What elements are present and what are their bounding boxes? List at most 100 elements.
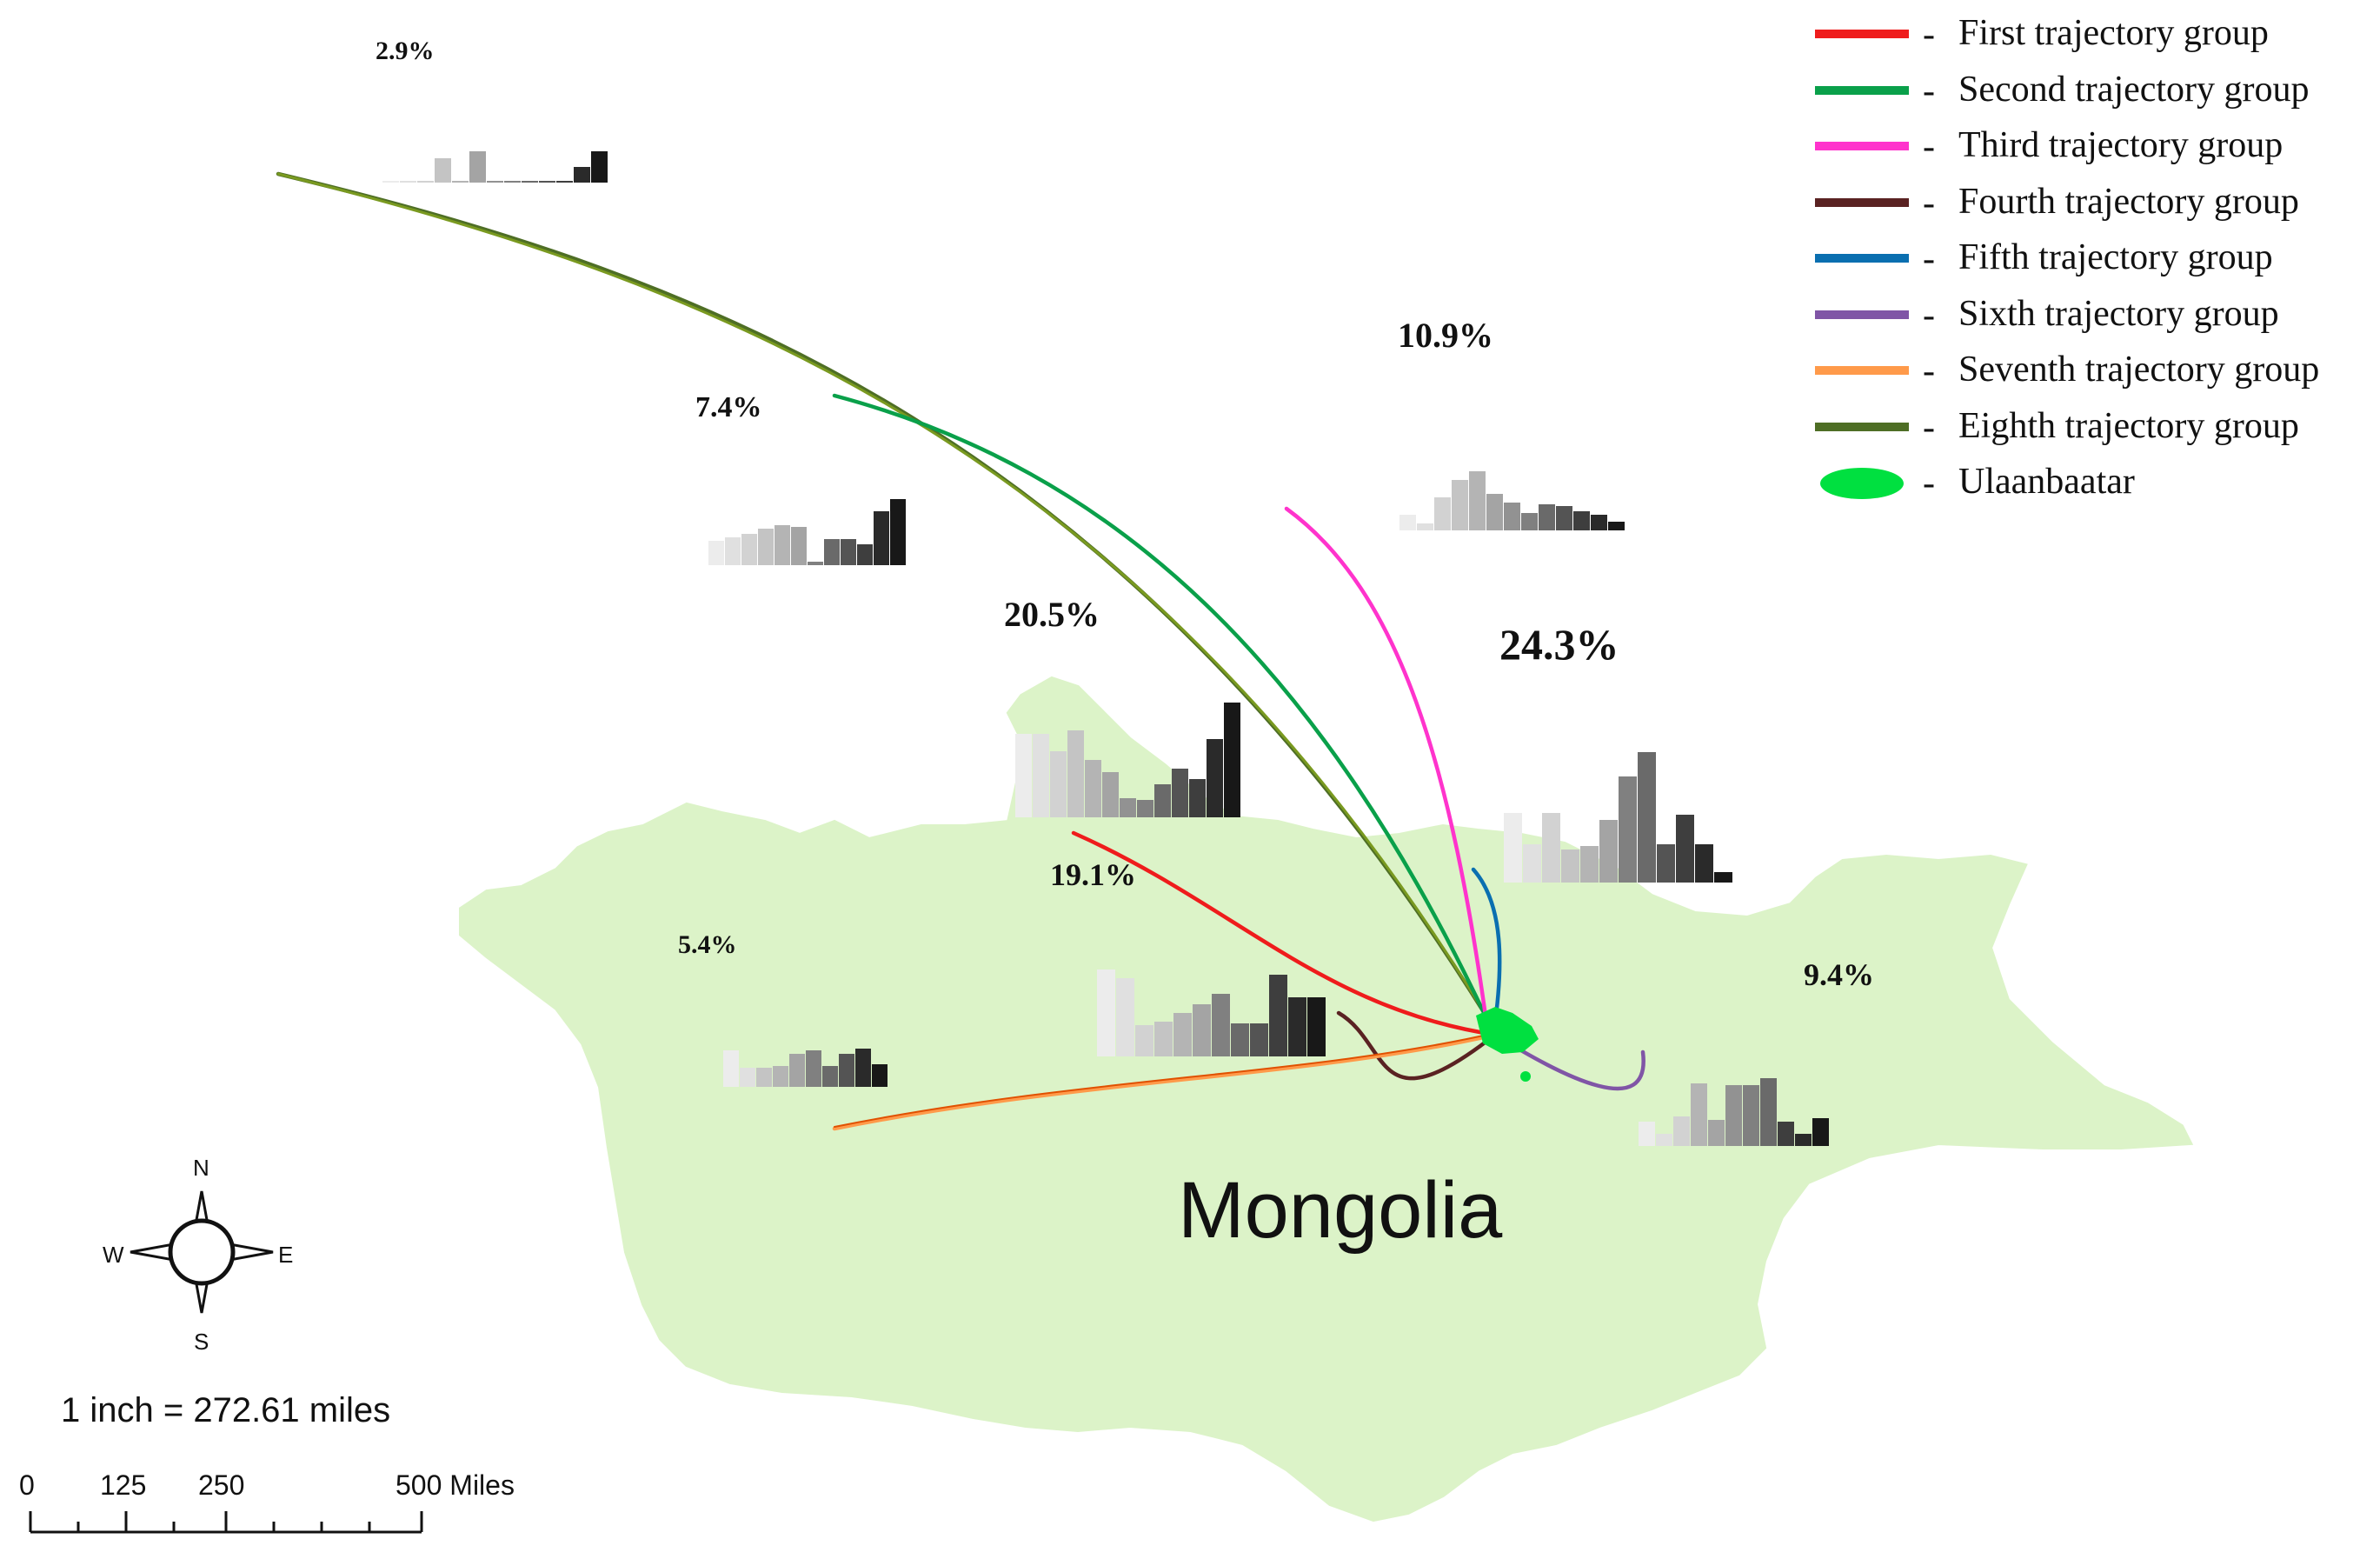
histogram-bar bbox=[1097, 969, 1115, 1056]
histogram-bar bbox=[1250, 1023, 1268, 1056]
histogram-bar bbox=[806, 1050, 821, 1087]
histogram-bar bbox=[890, 499, 906, 565]
histogram-bar bbox=[1116, 978, 1134, 1056]
legend-line-swatch bbox=[1815, 30, 1909, 38]
histogram-bar bbox=[756, 1068, 772, 1087]
legend: - First trajectory group - Second trajector… bbox=[1808, 7, 2373, 512]
histogram-bar bbox=[1224, 703, 1240, 817]
histogram-bar bbox=[1608, 522, 1625, 530]
histogram-bar bbox=[435, 158, 451, 183]
scale-ratio: 1 inch = 272.61 miles bbox=[61, 1391, 391, 1429]
legend-line-swatch bbox=[1815, 422, 1909, 431]
histogram-bar bbox=[574, 167, 590, 183]
histogram-bar bbox=[452, 181, 469, 183]
legend-line-swatch bbox=[1815, 310, 1909, 319]
pct-label-5-4: 5.4% bbox=[678, 930, 737, 959]
histogram-bar bbox=[1638, 752, 1656, 883]
histogram-bar bbox=[1469, 471, 1486, 530]
histogram-bar bbox=[487, 181, 503, 183]
histogram-bar bbox=[1173, 1013, 1192, 1056]
compass-e: E bbox=[278, 1242, 294, 1268]
legend-item: - Fourth trajectory group bbox=[1808, 176, 2373, 232]
histogram-bar bbox=[522, 181, 538, 183]
legend-dash: - bbox=[1923, 183, 1935, 223]
legend-dash: - bbox=[1923, 15, 1935, 55]
scale-bar bbox=[29, 1511, 423, 1534]
histogram-bar bbox=[504, 181, 521, 183]
histogram-bar bbox=[1691, 1083, 1707, 1146]
mongolia-land bbox=[459, 676, 2194, 1522]
histogram-bar bbox=[1288, 997, 1306, 1056]
legend-line-swatch bbox=[1815, 85, 1909, 95]
histogram-bar bbox=[1193, 1004, 1211, 1056]
histogram-bar bbox=[1231, 1023, 1249, 1056]
compass-n: N bbox=[193, 1155, 209, 1181]
scale-tick-125: 125 bbox=[100, 1469, 147, 1501]
legend-line-swatch bbox=[1815, 366, 1909, 375]
legend-item: - Third trajectory group bbox=[1808, 119, 2373, 176]
histogram-bar bbox=[1033, 734, 1049, 817]
histograms bbox=[382, 151, 1829, 1146]
histogram-bar bbox=[1778, 1122, 1794, 1146]
histogram-bar bbox=[1714, 872, 1732, 883]
scale-tick-250: 250 bbox=[198, 1469, 245, 1501]
histogram-bar bbox=[1580, 846, 1599, 883]
histogram-bar bbox=[1561, 849, 1579, 883]
histogram-bar bbox=[1760, 1078, 1777, 1146]
pct-label-9-4: 9.4% bbox=[1804, 957, 1874, 992]
histogram-bar bbox=[1573, 511, 1590, 530]
histogram-bar bbox=[417, 181, 434, 183]
trajectory-seventh bbox=[832, 1032, 1498, 1131]
histogram-bar bbox=[1708, 1120, 1725, 1146]
pct-label-19-1: 19.1% bbox=[1050, 857, 1136, 892]
compass-w: W bbox=[103, 1242, 124, 1268]
legend-item: - Sixth trajectory group bbox=[1808, 288, 2373, 344]
histogram-bar bbox=[539, 181, 555, 183]
histogram-bar bbox=[1434, 497, 1451, 530]
histogram-bar bbox=[774, 525, 790, 565]
scale-tick-0: 0 bbox=[19, 1469, 35, 1501]
ulaanbaatar-marker bbox=[1476, 1007, 1539, 1054]
histogram-bar bbox=[1639, 1122, 1655, 1146]
histogram-bar bbox=[382, 181, 399, 183]
histogram-bar bbox=[1539, 504, 1555, 530]
histogram-bar bbox=[1812, 1118, 1829, 1146]
legend-dash: - bbox=[1923, 239, 1935, 279]
pct-label-2-9: 2.9% bbox=[376, 37, 435, 65]
histogram-bar bbox=[1743, 1085, 1759, 1146]
histogram-bar bbox=[1521, 513, 1538, 530]
histogram-bar bbox=[469, 151, 486, 183]
histogram-bar bbox=[1656, 1134, 1672, 1146]
histogram-bar bbox=[1417, 523, 1433, 530]
histogram-bar bbox=[1504, 503, 1520, 530]
histogram-bar bbox=[1504, 813, 1522, 883]
histogram-bar bbox=[1673, 1116, 1690, 1146]
histogram-bar bbox=[1154, 784, 1171, 817]
pct-label-7-4: 7.4% bbox=[695, 391, 762, 423]
histogram-bar bbox=[1307, 997, 1326, 1056]
histogram-bar bbox=[740, 1068, 755, 1087]
histogram-bar bbox=[723, 1050, 739, 1087]
histogram-bar bbox=[1085, 760, 1101, 817]
histogram-bar bbox=[773, 1066, 788, 1087]
trajectory-fourth bbox=[1336, 1010, 1498, 1081]
histogram-bar bbox=[855, 1049, 871, 1087]
histogram-bar bbox=[1725, 1085, 1742, 1146]
legend-label: Seventh trajectory group bbox=[1958, 350, 2320, 390]
histogram-bar bbox=[1067, 730, 1084, 817]
histogram-bar bbox=[708, 541, 724, 565]
histogram-bar bbox=[1212, 994, 1230, 1056]
histogram-bar bbox=[841, 539, 856, 565]
histogram-bar bbox=[1137, 800, 1153, 817]
legend-label: Third trajectory group bbox=[1958, 125, 2284, 165]
legend-dash: - bbox=[1923, 70, 1935, 111]
legend-item: - Eighth trajectory group bbox=[1808, 400, 2373, 456]
histogram-bar bbox=[1207, 739, 1223, 817]
histogram-bar bbox=[1619, 776, 1637, 883]
histogram-bar bbox=[1399, 515, 1416, 530]
histogram-bar bbox=[400, 181, 416, 183]
histogram-bar bbox=[741, 534, 757, 565]
histogram-bar bbox=[1676, 815, 1694, 883]
histogram-bar bbox=[556, 181, 573, 183]
pct-label-24-3: 24.3% bbox=[1499, 620, 1619, 669]
